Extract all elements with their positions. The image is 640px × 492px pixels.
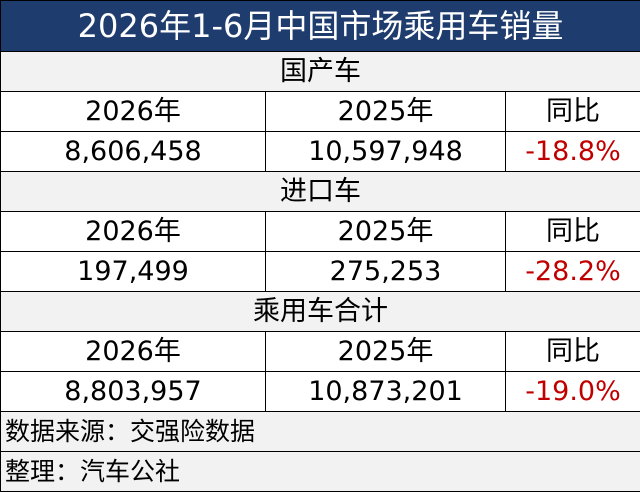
section-row: 乘用车合计: [1, 292, 640, 332]
column-header: 2025年: [266, 212, 506, 252]
section-name: 乘用车合计: [1, 292, 640, 332]
section-name: 进口车: [1, 172, 640, 212]
column-header: 2026年: [1, 92, 266, 132]
value-cell: 10,873,201: [266, 372, 506, 412]
value-cell: 197,499: [1, 252, 266, 292]
column-header: 2025年: [266, 92, 506, 132]
column-header: 2025年: [266, 332, 506, 372]
credit-row: 整理：汽车公社: [1, 452, 640, 492]
value-cell: 8,803,957: [1, 372, 266, 412]
column-header: 同比: [506, 332, 640, 372]
column-header: 同比: [506, 92, 640, 132]
column-header: 同比: [506, 212, 640, 252]
source-note: 数据来源：交强险数据: [1, 412, 640, 452]
section-name: 国产车: [1, 52, 640, 92]
value-cell: -18.8%: [506, 132, 640, 172]
credit-note: 整理：汽车公社: [1, 452, 640, 492]
value-cell: -28.2%: [506, 252, 640, 292]
source-row: 数据来源：交强险数据: [1, 412, 640, 452]
value-cell: -19.0%: [506, 372, 640, 412]
section-row: 国产车: [1, 52, 640, 92]
title-row: 2026年1-6月中国市场乘用车销量: [1, 1, 640, 52]
table-title: 2026年1-6月中国市场乘用车销量: [1, 1, 640, 52]
value-cell: 8,606,458: [1, 132, 266, 172]
value-cell: 275,253: [266, 252, 506, 292]
column-header: 2026年: [1, 332, 266, 372]
section-row: 进口车: [1, 172, 640, 212]
value-cell: 10,597,948: [266, 132, 506, 172]
column-header: 2026年: [1, 212, 266, 252]
